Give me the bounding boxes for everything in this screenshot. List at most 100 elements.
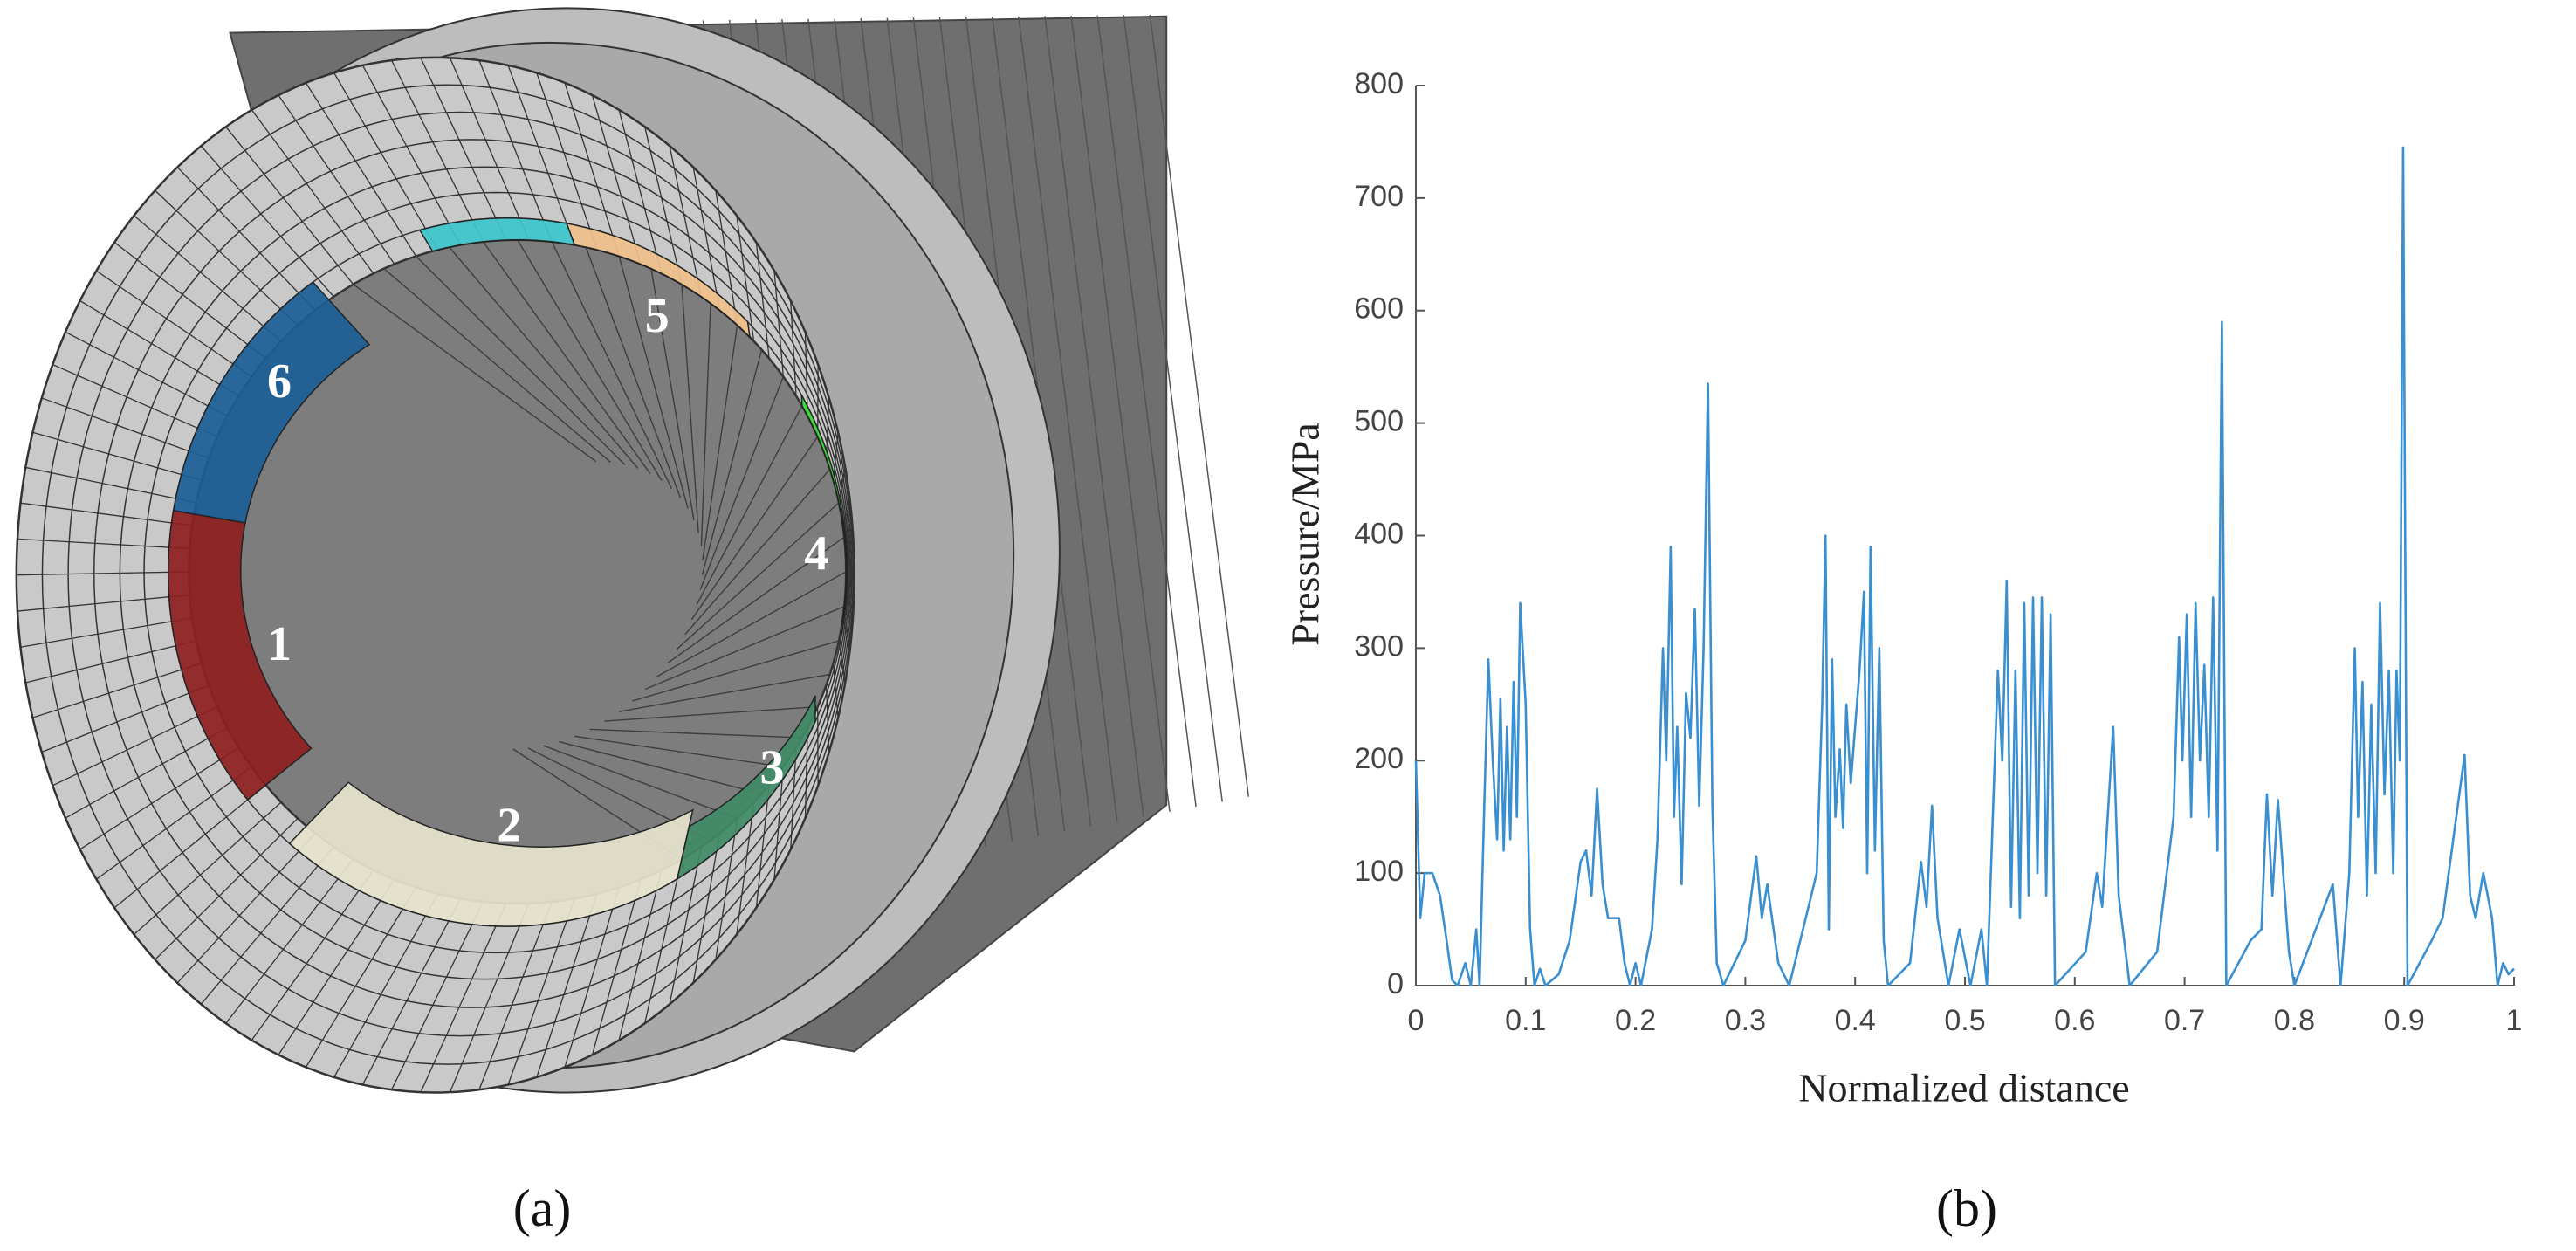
ring-mesh xyxy=(333,72,439,251)
ring-mesh xyxy=(507,65,575,245)
ring-mesh xyxy=(804,332,808,416)
bore-mesh xyxy=(559,740,762,794)
ring-mesh xyxy=(692,833,721,983)
ring-mesh xyxy=(755,242,770,359)
ring-mesh xyxy=(305,887,417,1068)
x-tick-label: 0.1 xyxy=(1505,1004,1546,1037)
ring-mesh xyxy=(52,363,218,437)
ring-mesh xyxy=(361,898,462,1085)
ring-mesh xyxy=(669,846,702,1005)
bore-mesh xyxy=(416,255,626,465)
region-label: 4 xyxy=(804,527,828,581)
ring-mesh xyxy=(41,684,210,753)
loaded-region xyxy=(288,781,694,927)
ring-mesh xyxy=(278,879,395,1055)
x-tick-label: 0.5 xyxy=(1944,1004,1985,1037)
ring-mesh xyxy=(17,538,190,550)
ring-mesh xyxy=(790,747,797,849)
region-label: 1 xyxy=(267,617,292,671)
ring-mesh xyxy=(825,397,830,458)
ring-mesh xyxy=(420,903,507,1093)
ring-mesh xyxy=(17,594,190,612)
y-tick-label: 800 xyxy=(1354,67,1404,100)
x-tick-label: 0.8 xyxy=(2274,1004,2315,1037)
ring-mesh xyxy=(833,432,839,481)
ring-mesh xyxy=(79,299,239,397)
y-tick-label: 600 xyxy=(1354,292,1404,326)
y-tick-label: 100 xyxy=(1354,855,1404,888)
ring-mesh xyxy=(20,617,193,648)
ring-mesh xyxy=(176,167,316,311)
bore-mesh xyxy=(482,241,651,474)
bore-mesh xyxy=(696,405,803,605)
ring-mesh xyxy=(96,270,252,378)
bore-mesh xyxy=(353,284,597,463)
bore-mesh xyxy=(684,468,831,636)
loaded-region xyxy=(172,281,371,524)
ring-mesh xyxy=(644,859,683,1024)
ring-mesh xyxy=(200,145,334,298)
ring-mesh xyxy=(96,766,252,880)
ring-mesh xyxy=(155,817,299,960)
ring-mesh xyxy=(773,271,784,377)
ring-mesh xyxy=(591,879,642,1055)
bore-mesh xyxy=(551,241,673,489)
ring-mesh xyxy=(390,901,484,1090)
ring-mesh xyxy=(32,663,203,718)
bore-mesh xyxy=(618,256,689,509)
bore-mesh xyxy=(701,349,763,575)
ring-mesh xyxy=(507,898,575,1085)
ring-mesh xyxy=(420,57,507,241)
bore-mesh xyxy=(690,436,819,621)
ring-mesh xyxy=(736,215,755,341)
ring-mesh xyxy=(715,818,738,960)
ring-mesh xyxy=(113,784,266,909)
bore-mesh xyxy=(449,246,639,469)
bore-mesh xyxy=(677,502,840,650)
bore-mesh xyxy=(383,268,611,463)
x-tick-label: 0 xyxy=(1408,1004,1425,1037)
ring-mesh xyxy=(478,59,553,243)
y-tick-label: 400 xyxy=(1354,517,1404,550)
x-tick-label: 0.4 xyxy=(1835,1004,1876,1037)
x-axis-label: Normalized distance xyxy=(1798,1066,2129,1110)
ring-mesh xyxy=(16,571,189,576)
ring-mesh xyxy=(333,893,439,1078)
y-tick-label: 700 xyxy=(1354,180,1404,213)
ring-mesh xyxy=(618,870,663,1041)
ring-mesh xyxy=(449,57,530,241)
ring-mesh xyxy=(536,893,598,1078)
ring-mesh xyxy=(225,126,354,285)
ring-mesh xyxy=(361,65,462,245)
cylinder-mesh xyxy=(1070,15,1171,812)
ring-mesh xyxy=(669,146,702,297)
bore-mesh xyxy=(604,705,818,722)
bore-mesh xyxy=(699,376,784,590)
data-line xyxy=(1414,146,2515,987)
bore-mesh xyxy=(700,303,711,546)
ring-mesh xyxy=(825,684,830,753)
bore-mesh xyxy=(589,728,802,739)
x-tick-label: 0.7 xyxy=(2164,1004,2205,1037)
ring-mesh xyxy=(478,901,553,1090)
cylinder-mesh xyxy=(1123,15,1223,802)
loaded-region xyxy=(676,695,816,881)
caption-a: (a) xyxy=(513,1179,572,1237)
ring-mesh xyxy=(618,109,663,274)
bore-mesh xyxy=(656,571,847,677)
region-label: 3 xyxy=(760,740,785,794)
ring-mesh xyxy=(65,726,228,819)
bore-mesh xyxy=(667,536,845,664)
ring-mesh xyxy=(790,300,797,396)
ring-mesh xyxy=(200,846,334,1005)
ring-mesh xyxy=(536,72,598,251)
ring-mesh xyxy=(564,82,620,257)
ring-mesh xyxy=(305,82,417,257)
bore-mesh xyxy=(574,735,784,768)
bore-mesh xyxy=(543,745,738,820)
ring-mesh xyxy=(25,640,196,684)
ring-mesh xyxy=(773,766,784,880)
x-tick-label: 0.2 xyxy=(1615,1004,1656,1037)
cylinder-mesh xyxy=(1018,16,1118,822)
